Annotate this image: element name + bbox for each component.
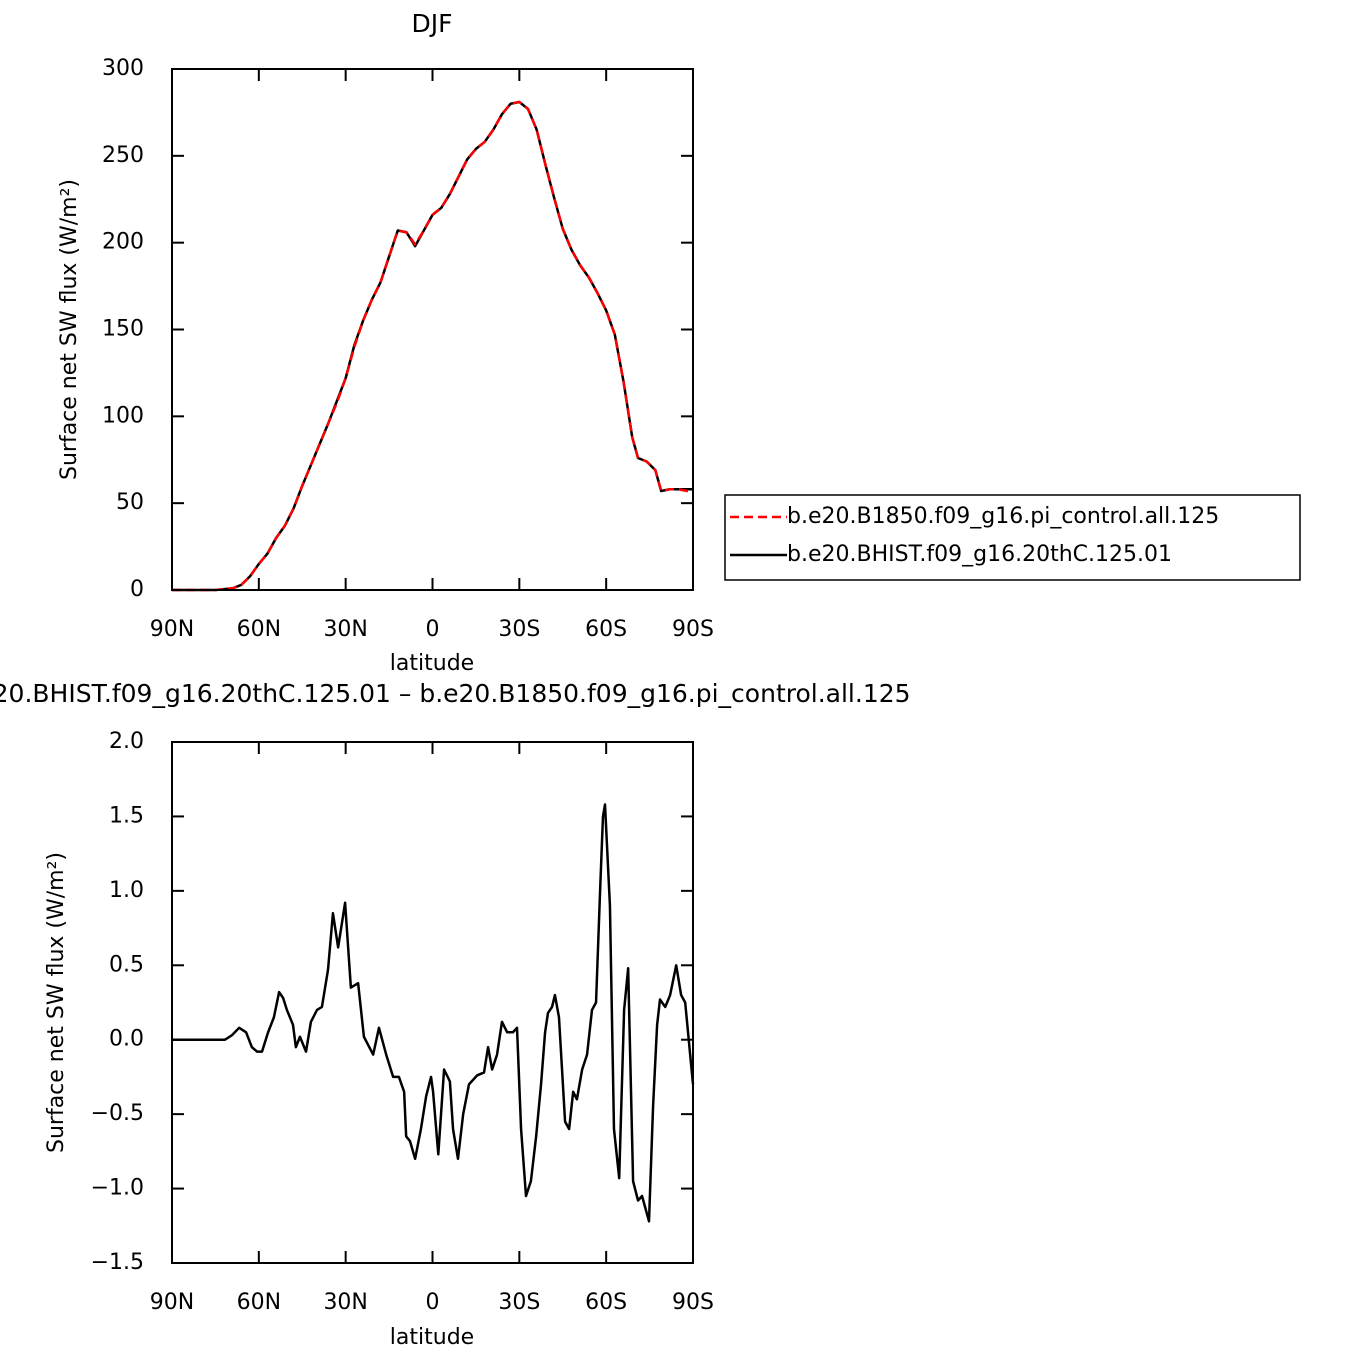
y-tick-label: 1.0	[109, 878, 144, 903]
data-line	[172, 100, 693, 592]
x-tick-label: 60S	[585, 1290, 627, 1315]
y-tick-label: −1.0	[91, 1176, 144, 1201]
x-tick-label: 0	[426, 617, 440, 642]
data-line	[172, 803, 695, 1223]
y-tick-label: 1.5	[109, 803, 144, 828]
y-tick-label: 0.5	[109, 952, 144, 977]
y-tick-label: 200	[102, 230, 144, 255]
x-tick-label: 90N	[150, 1290, 194, 1315]
plot-frame	[171, 68, 694, 591]
x-tick-label: 30S	[498, 617, 540, 642]
y-tick-label: 0.0	[109, 1027, 144, 1052]
legend-box	[724, 494, 1301, 581]
x-tick-label: 30N	[323, 1290, 367, 1315]
chart-title: DJF	[411, 9, 452, 38]
y-tick-label: 150	[102, 317, 144, 342]
y-tick-label: 2.0	[109, 729, 144, 754]
y-tick-label: 100	[102, 403, 144, 428]
legend-label: b.e20.B1850.f09_g16.pi_control.all.125	[787, 504, 1219, 529]
x-tick-label: 30S	[498, 1290, 540, 1315]
chart-title: b.e20.BHIST.f09_g16.20thC.125.01 – b.e20…	[0, 679, 911, 708]
x-tick-label: 60S	[585, 617, 627, 642]
plot-frame	[171, 741, 694, 1264]
x-tick-label: 60N	[237, 1290, 281, 1315]
x-axis-label: latitude	[390, 651, 474, 676]
y-axis-label: Surface net SW flux (W/m²)	[44, 852, 69, 1153]
y-tick-label: 50	[116, 490, 144, 515]
y-tick-label: 300	[102, 56, 144, 81]
y-axis-label: Surface net SW flux (W/m²)	[57, 179, 82, 480]
y-tick-label: 0	[130, 577, 144, 602]
x-tick-label: 0	[426, 1290, 440, 1315]
x-axis-label: latitude	[390, 1325, 474, 1350]
x-tick-label: 90S	[672, 1290, 714, 1315]
data-line	[172, 100, 694, 592]
x-tick-label: 60N	[237, 617, 281, 642]
y-tick-label: −1.5	[91, 1250, 144, 1275]
y-tick-label: 250	[102, 143, 144, 168]
legend-label: b.e20.BHIST.f09_g16.20thC.125.01	[787, 542, 1172, 567]
x-tick-label: 90S	[672, 617, 714, 642]
y-tick-label: −0.5	[91, 1101, 144, 1126]
x-tick-label: 30N	[323, 617, 367, 642]
x-tick-label: 90N	[150, 617, 194, 642]
